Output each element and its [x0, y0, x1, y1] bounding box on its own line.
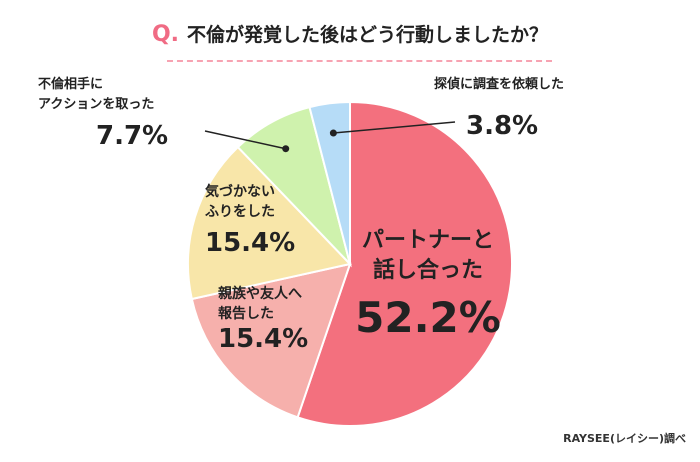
pie-slice-1: [190, 262, 352, 419]
question-prefix: Q.: [151, 22, 180, 47]
slice-label-0-line-1: 話し合った: [373, 257, 483, 283]
slice-label-3-line-1: アクションを取った: [38, 97, 154, 112]
question-text: 不倫が発覚した後はどう行動しましたか？: [187, 24, 549, 46]
slice-label-1-line-0: 親族や友人へ: [218, 285, 302, 302]
pie-slice-0: [296, 100, 513, 427]
leader-lines: [204, 121, 456, 153]
chart-title: Q. 不倫が発覚した後はどう行動しましたか？: [0, 20, 700, 47]
pie-slices: [187, 100, 513, 427]
slice-label-4-line-0: 探偵に調査を依頼した: [434, 76, 564, 92]
leader-dot-3: [282, 145, 290, 153]
slice-value-2: 15.4%: [205, 228, 295, 258]
slice-value-1: 15.4%: [218, 324, 308, 354]
slice-value-3: 7.7%: [96, 121, 168, 151]
leader-dot-4: [329, 129, 337, 137]
slice-label-2-line-0: 気づかない: [205, 183, 275, 200]
pie-slice-4: [308, 100, 351, 265]
leader-line-4: [333, 121, 456, 134]
slice-label-3-line-0: 不倫相手に: [38, 76, 103, 92]
title-divider: [167, 60, 552, 62]
source-note: RAYSEE(レイシー)調べ: [563, 432, 686, 445]
slice-label-1-line-1: 報告した: [218, 305, 274, 322]
pie-slice-2: [187, 145, 352, 301]
slice-value-4: 3.8%: [466, 111, 538, 141]
slice-value-0: 52.2%: [355, 293, 501, 342]
slice-label-2-line-1: ふりをした: [205, 204, 275, 220]
leader-line-3: [204, 130, 286, 150]
slice-label-0-line-0: パートナーと: [362, 228, 494, 253]
